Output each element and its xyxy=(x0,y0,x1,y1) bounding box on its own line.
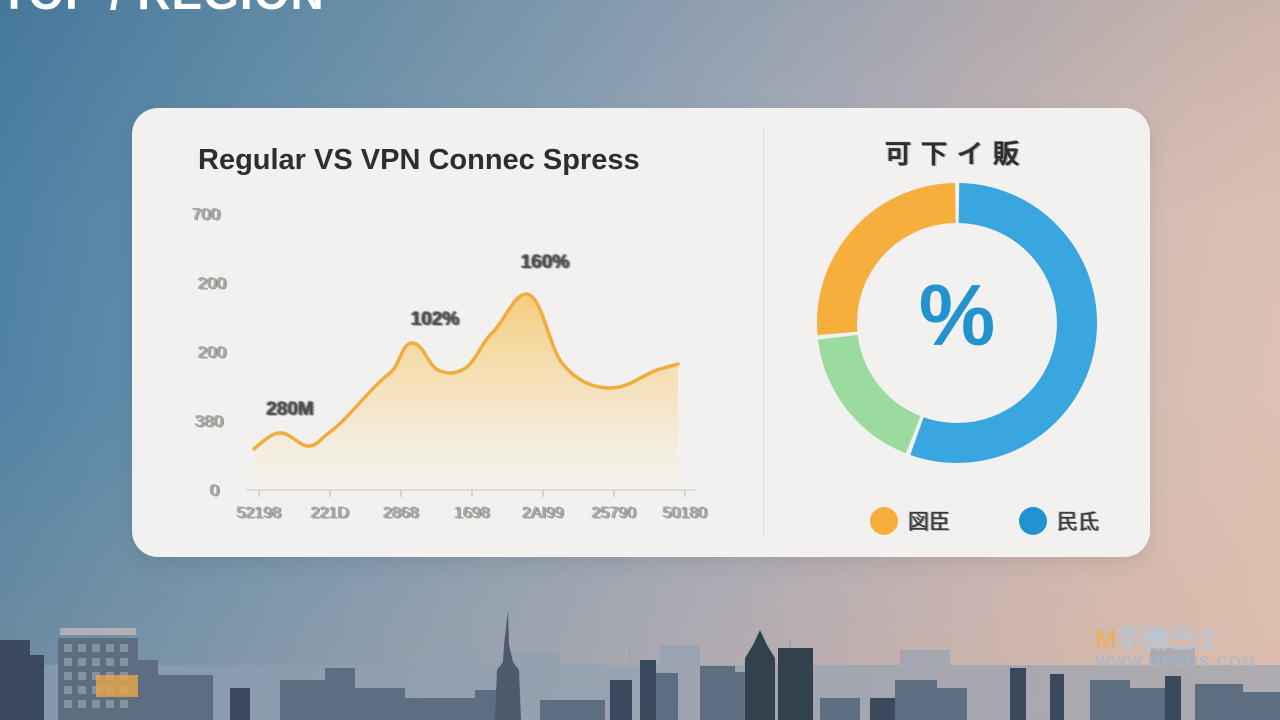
svg-text:52198: 52198 xyxy=(237,505,282,522)
svg-text:%: % xyxy=(919,268,995,364)
svg-text:700: 700 xyxy=(192,205,220,224)
svg-text:25790: 25790 xyxy=(592,505,637,522)
svg-text:380: 380 xyxy=(195,412,223,431)
svg-text:1698: 1698 xyxy=(454,505,490,522)
svg-text:160%: 160% xyxy=(521,252,570,273)
svg-text:2AI99: 2AI99 xyxy=(522,505,564,522)
svg-text:200: 200 xyxy=(198,274,226,293)
svg-text:0: 0 xyxy=(210,481,219,500)
svg-text:50180: 50180 xyxy=(663,505,708,522)
svg-text:2868: 2868 xyxy=(383,505,419,522)
svg-text:102%: 102% xyxy=(411,309,460,330)
svg-text:280M: 280M xyxy=(266,399,314,420)
svg-text:200: 200 xyxy=(198,343,226,362)
svg-text:221D: 221D xyxy=(311,505,349,522)
